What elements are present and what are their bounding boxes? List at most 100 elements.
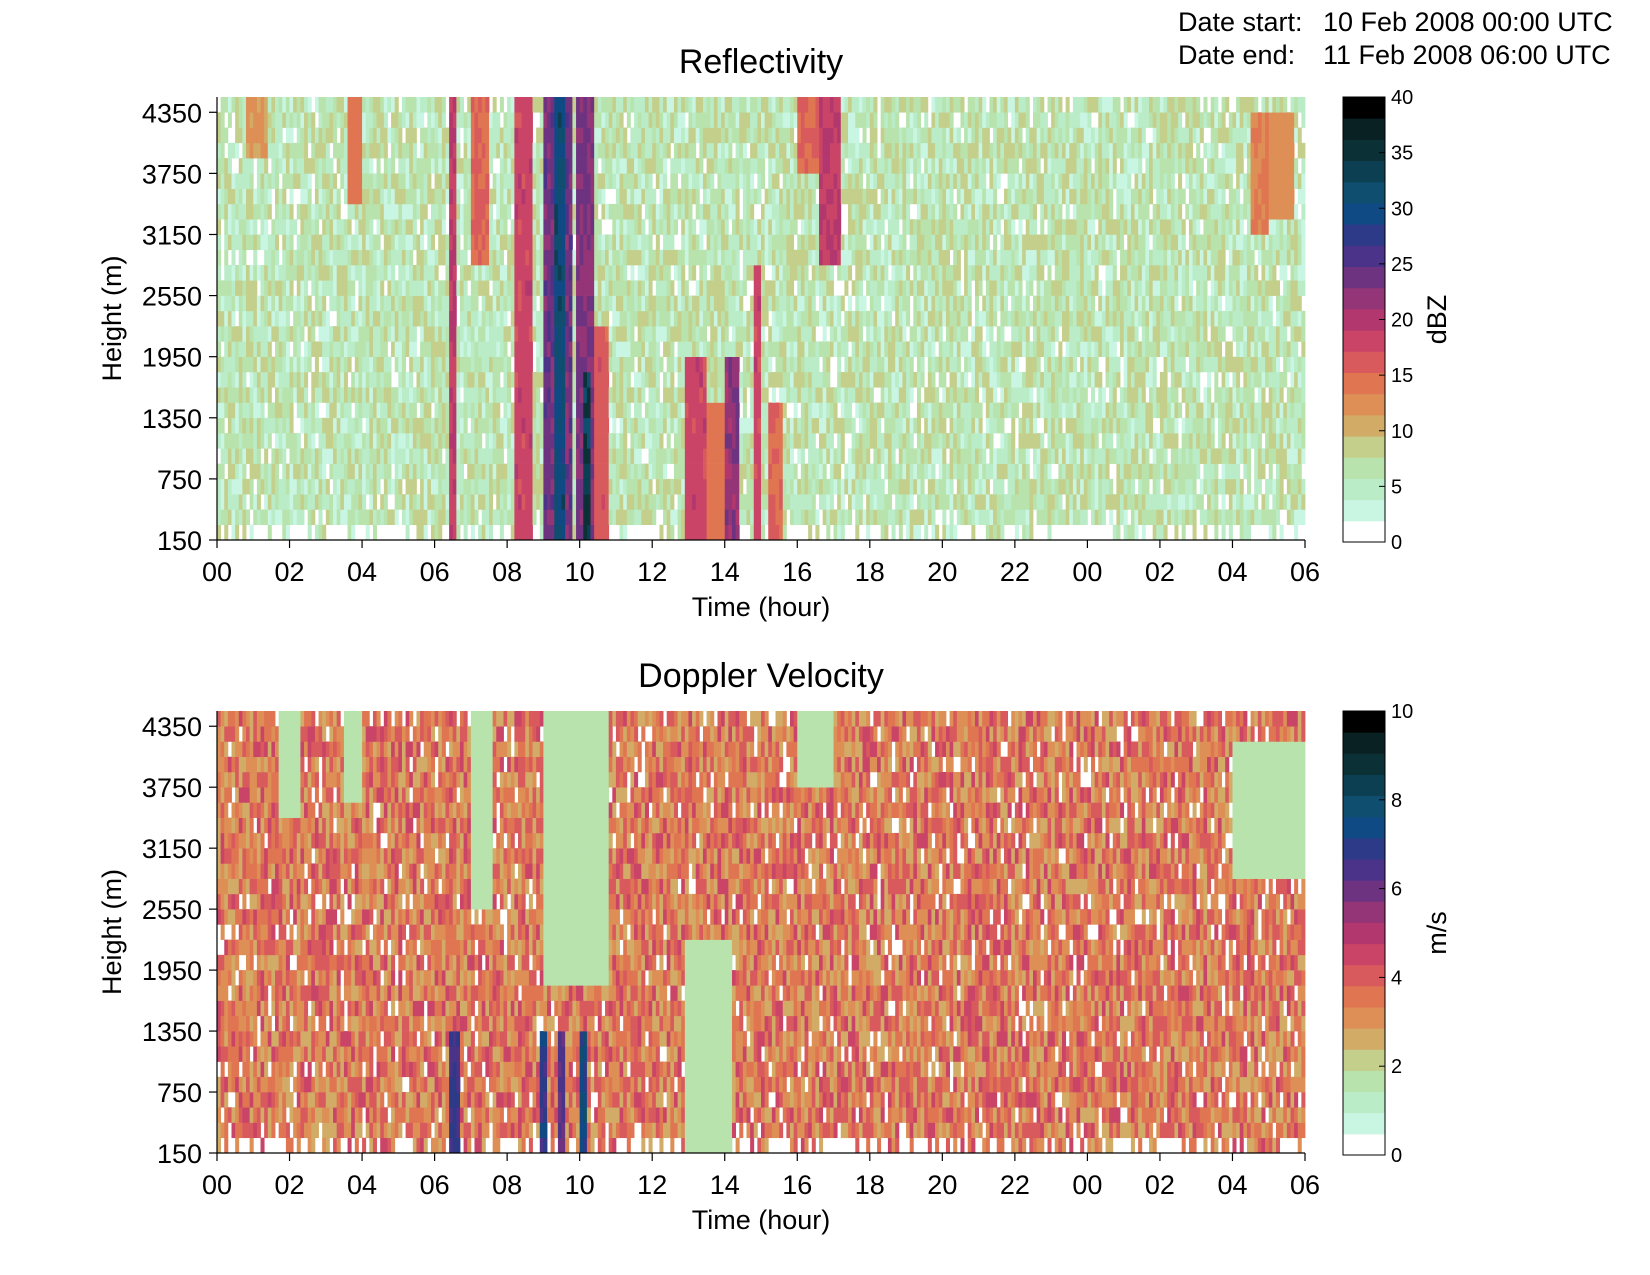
- heatmap-cell: [539, 280, 544, 296]
- heatmap-cell: [721, 387, 726, 403]
- heatmap-cell: [300, 463, 305, 480]
- heatmap-cell: [496, 295, 501, 312]
- heatmap-cell: [434, 387, 439, 403]
- heatmap-cell: [539, 158, 544, 174]
- heatmap-cell: [840, 433, 845, 449]
- heatmap-cell: [644, 478, 649, 495]
- heatmap-cell: [811, 371, 816, 388]
- heatmap-cell: [217, 463, 222, 480]
- heatmap-cell: [648, 142, 653, 159]
- heatmap-cell: [467, 356, 472, 373]
- heatmap-cell: [220, 463, 225, 480]
- heatmap-cell: [322, 112, 327, 128]
- heatmap-cell: [380, 219, 385, 235]
- heatmap-cell: [615, 341, 620, 357]
- heatmap-cell: [692, 127, 697, 144]
- heatmap-cell: [485, 371, 490, 388]
- heatmap-cell: [775, 326, 780, 342]
- heatmap-cell: [590, 509, 595, 526]
- heatmap-cell: [267, 509, 272, 526]
- heatmap-cell: [525, 371, 530, 388]
- heatmap-cell: [311, 387, 316, 403]
- heatmap-cell: [688, 188, 693, 205]
- heatmap-cell: [238, 326, 243, 342]
- heatmap-cell: [343, 249, 348, 266]
- heatmap-cell: [499, 234, 504, 251]
- heatmap-cell: [492, 417, 497, 434]
- heatmap-cell: [717, 463, 722, 480]
- heatmap-cell: [249, 448, 254, 464]
- heatmap-cell: [340, 448, 345, 464]
- heatmap-cell: [427, 341, 432, 357]
- heatmap-cell: [623, 265, 628, 281]
- heatmap-cell: [579, 219, 584, 235]
- heatmap-cell: [648, 158, 653, 174]
- heatmap-cell: [688, 448, 693, 464]
- heatmap-cell: [561, 142, 566, 159]
- heatmap-cell: [510, 326, 515, 342]
- heatmap-cell: [499, 509, 504, 526]
- heatmap-cell: [260, 142, 265, 159]
- heatmap-cell: [430, 310, 435, 327]
- heatmap-cell: [217, 219, 222, 235]
- heatmap-cell: [253, 97, 258, 113]
- heatmap-cell: [663, 127, 668, 144]
- heatmap-cell: [376, 478, 381, 495]
- heatmap-cell: [532, 173, 537, 189]
- heatmap-cell: [550, 463, 555, 480]
- heatmap-cell: [463, 371, 468, 388]
- heatmap-cell: [492, 97, 497, 113]
- heatmap-cell: [634, 417, 639, 434]
- heatmap-cell: [822, 265, 827, 281]
- heatmap-cell: [217, 494, 222, 510]
- heatmap-cell: [742, 356, 747, 373]
- heatmap-cell: [467, 402, 472, 419]
- heatmap-cell: [808, 280, 813, 296]
- heatmap-cell: [797, 234, 802, 251]
- heatmap-cell: [761, 494, 766, 510]
- heatmap-cell: [681, 433, 686, 449]
- heatmap-cell: [383, 142, 388, 159]
- heatmap-cell: [652, 127, 657, 144]
- heatmap-cell: [238, 280, 243, 296]
- heatmap-cell: [630, 310, 635, 327]
- heatmap-cell: [840, 249, 845, 266]
- heatmap-cell: [771, 433, 776, 449]
- heatmap-cell: [441, 219, 446, 235]
- heatmap-cell: [840, 188, 845, 205]
- heatmap-cell: [242, 310, 247, 327]
- heatmap-cell: [358, 463, 363, 480]
- heatmap-cell: [797, 280, 802, 296]
- heatmap-cell: [880, 188, 885, 205]
- heatmap-cell: [586, 265, 591, 281]
- heatmap-cell: [347, 326, 352, 342]
- heatmap-cell: [681, 127, 686, 144]
- heatmap-cell: [369, 97, 374, 113]
- heatmap-cell: [264, 463, 269, 480]
- heatmap-cell: [619, 112, 624, 128]
- heatmap-cell: [354, 494, 359, 510]
- heatmap-cell: [430, 97, 435, 113]
- heatmap-cell: [271, 494, 276, 510]
- heatmap-cell: [296, 387, 301, 403]
- heatmap-cell: [351, 203, 356, 220]
- heatmap-cell: [615, 371, 620, 388]
- heatmap-cell: [579, 295, 584, 312]
- heatmap-cell: [492, 295, 497, 312]
- heatmap-cell: [409, 448, 414, 464]
- heatmap-cell: [724, 433, 729, 449]
- heatmap-cell: [597, 188, 602, 205]
- heatmap-cell: [586, 433, 591, 449]
- heatmap-cell: [670, 280, 675, 296]
- heatmap-cell: [311, 249, 316, 266]
- heatmap-cell: [862, 203, 867, 220]
- heatmap-cell: [289, 249, 294, 266]
- heatmap-cell: [858, 249, 863, 266]
- heatmap-cell: [514, 478, 519, 495]
- heatmap-cell: [833, 112, 838, 128]
- heatmap-cell: [866, 478, 871, 495]
- heatmap-cell: [583, 310, 588, 327]
- heatmap-cell: [391, 173, 396, 189]
- heatmap-cell: [666, 219, 671, 235]
- heatmap-cell: [612, 478, 617, 495]
